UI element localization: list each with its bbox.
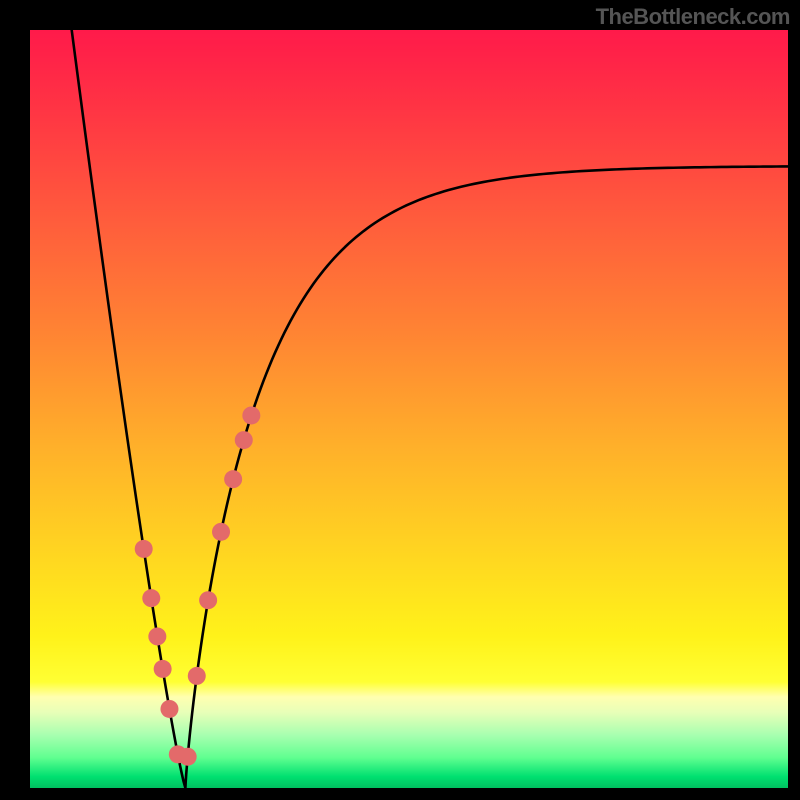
bead-marker [135,540,153,558]
bead-marker [224,470,242,488]
bead-marker [160,700,178,718]
gradient-background [30,30,788,788]
plot-area [30,30,788,788]
bead-marker [154,660,172,678]
bead-marker [142,589,160,607]
bead-marker [188,667,206,685]
chart-outer-frame: TheBottleneck.com [0,0,800,800]
bead-marker [148,627,166,645]
bead-marker [179,748,197,766]
bead-marker [242,406,260,424]
bead-marker [235,431,253,449]
bead-marker [212,523,230,541]
bead-marker [199,591,217,609]
chart-svg [30,30,788,788]
watermark-text: TheBottleneck.com [596,4,790,30]
